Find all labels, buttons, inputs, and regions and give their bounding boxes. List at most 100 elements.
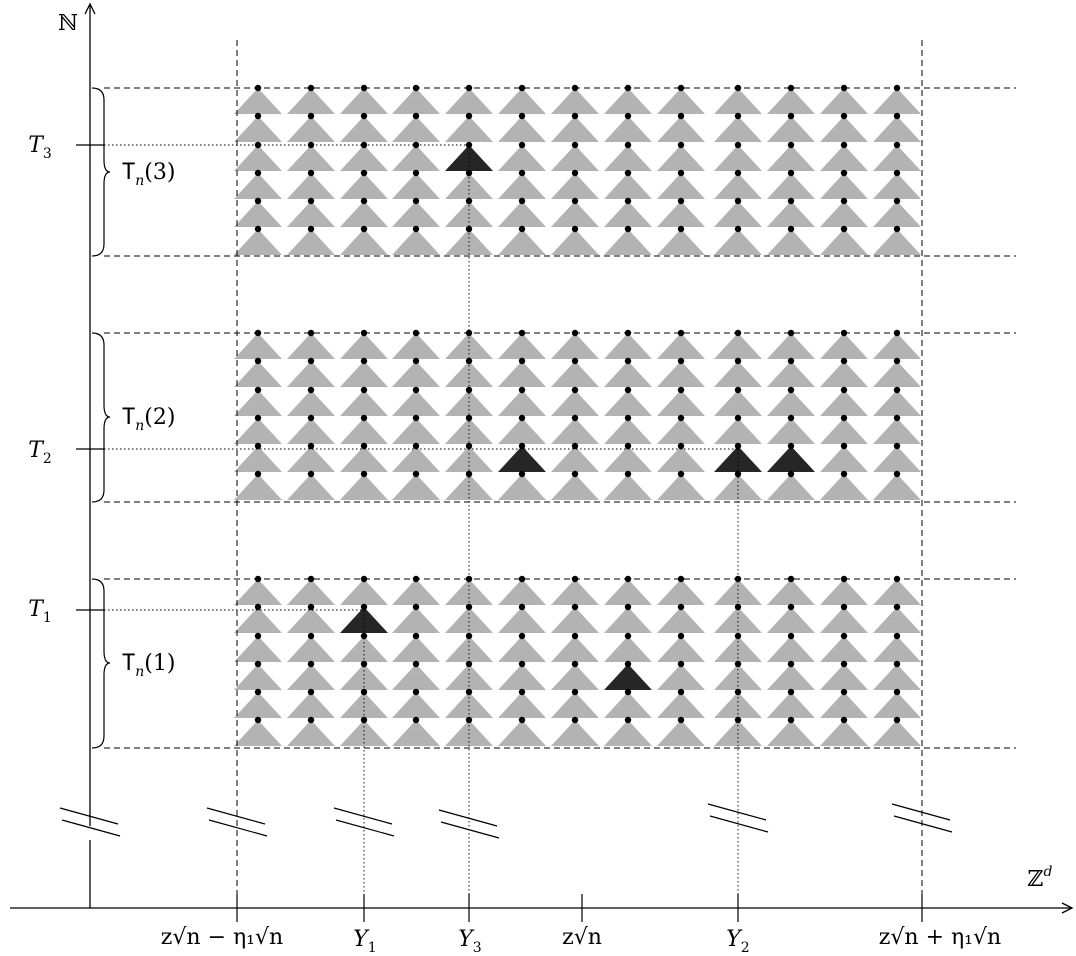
lattice-dot bbox=[412, 603, 420, 611]
lattice-dot bbox=[840, 442, 848, 450]
lattice-dot bbox=[571, 716, 579, 724]
triangle bbox=[445, 474, 493, 500]
lattice-dot bbox=[677, 197, 685, 205]
triangle bbox=[234, 664, 282, 690]
triangle bbox=[392, 664, 440, 690]
lattice-dot bbox=[307, 414, 315, 422]
lattice-dot bbox=[571, 225, 579, 233]
lattice-dot bbox=[307, 632, 315, 640]
triangle bbox=[873, 229, 921, 255]
triangle bbox=[392, 361, 440, 387]
triangle bbox=[604, 692, 652, 718]
triangle bbox=[287, 720, 335, 746]
lattice-dot bbox=[412, 197, 420, 205]
triangle bbox=[873, 664, 921, 690]
triangle bbox=[340, 636, 388, 662]
lattice-dot bbox=[840, 357, 848, 365]
triangle bbox=[714, 116, 762, 142]
lattice-dot bbox=[734, 414, 742, 422]
lattice-dot bbox=[254, 470, 262, 478]
lattice-dot bbox=[734, 632, 742, 640]
triangle bbox=[551, 664, 599, 690]
triangle bbox=[657, 474, 705, 500]
triangle bbox=[604, 720, 652, 746]
triangle bbox=[820, 201, 868, 227]
triangle bbox=[392, 636, 440, 662]
lattice-dot bbox=[518, 329, 526, 337]
lattice-dot bbox=[840, 603, 848, 611]
y-tick-T3: T3 bbox=[28, 133, 52, 162]
triangle bbox=[820, 390, 868, 416]
triangle bbox=[287, 692, 335, 718]
triangle bbox=[392, 333, 440, 359]
lattice-dot bbox=[412, 169, 420, 177]
lattice-dot bbox=[307, 575, 315, 583]
triangle bbox=[287, 664, 335, 690]
lattice-dot bbox=[734, 603, 742, 611]
lattice-dot bbox=[571, 197, 579, 205]
lattice-dot bbox=[307, 225, 315, 233]
triangle bbox=[873, 579, 921, 605]
lattice-dot bbox=[571, 386, 579, 394]
lattice-dot bbox=[412, 225, 420, 233]
triangle bbox=[604, 145, 652, 171]
lattice-dot bbox=[840, 225, 848, 233]
triangle bbox=[714, 201, 762, 227]
triangle bbox=[234, 116, 282, 142]
triangle bbox=[287, 201, 335, 227]
lattice-dot bbox=[307, 470, 315, 478]
lattice-dot bbox=[787, 414, 795, 422]
triangle bbox=[498, 636, 546, 662]
lattice-dot bbox=[254, 603, 262, 611]
triangle bbox=[873, 201, 921, 227]
triangle bbox=[551, 446, 599, 472]
lattice-dot bbox=[412, 386, 420, 394]
lattice-dot bbox=[571, 112, 579, 120]
lattice-dot bbox=[518, 442, 526, 450]
triangle bbox=[498, 607, 546, 633]
triangle bbox=[873, 720, 921, 746]
lattice-dot bbox=[254, 141, 262, 149]
lattice-dot bbox=[840, 688, 848, 696]
triangle bbox=[657, 229, 705, 255]
triangle bbox=[820, 173, 868, 199]
lattice-dot bbox=[307, 141, 315, 149]
triangle bbox=[604, 173, 652, 199]
lattice-dot bbox=[624, 442, 632, 450]
triangle bbox=[767, 692, 815, 718]
triangle bbox=[445, 390, 493, 416]
break-mark bbox=[61, 819, 121, 837]
lattice-dot bbox=[412, 357, 420, 365]
lattice-dot bbox=[571, 660, 579, 668]
lattice-dot bbox=[360, 603, 368, 611]
triangle bbox=[340, 116, 388, 142]
lattice-dot bbox=[412, 442, 420, 450]
lattice-dot bbox=[787, 470, 795, 478]
lattice-dot bbox=[787, 716, 795, 724]
break-mark bbox=[891, 803, 951, 821]
triangle bbox=[498, 361, 546, 387]
triangle bbox=[234, 446, 282, 472]
triangle bbox=[873, 418, 921, 444]
lattice-dot bbox=[254, 225, 262, 233]
triangle bbox=[551, 474, 599, 500]
lattice-dot bbox=[360, 442, 368, 450]
lattice-dot bbox=[412, 660, 420, 668]
triangle bbox=[498, 201, 546, 227]
triangle bbox=[340, 333, 388, 359]
triangle bbox=[657, 664, 705, 690]
triangle bbox=[234, 636, 282, 662]
lattice-dot bbox=[307, 688, 315, 696]
lattice-dot bbox=[677, 414, 685, 422]
triangle bbox=[657, 173, 705, 199]
triangle bbox=[820, 446, 868, 472]
break-mark bbox=[707, 803, 767, 821]
lattice-dot bbox=[518, 414, 526, 422]
lattice-dot bbox=[840, 470, 848, 478]
lattice-dot bbox=[360, 225, 368, 233]
triangle bbox=[714, 579, 762, 605]
triangle bbox=[234, 333, 282, 359]
triangle bbox=[657, 579, 705, 605]
triangle bbox=[714, 88, 762, 114]
lattice-dot bbox=[787, 660, 795, 668]
